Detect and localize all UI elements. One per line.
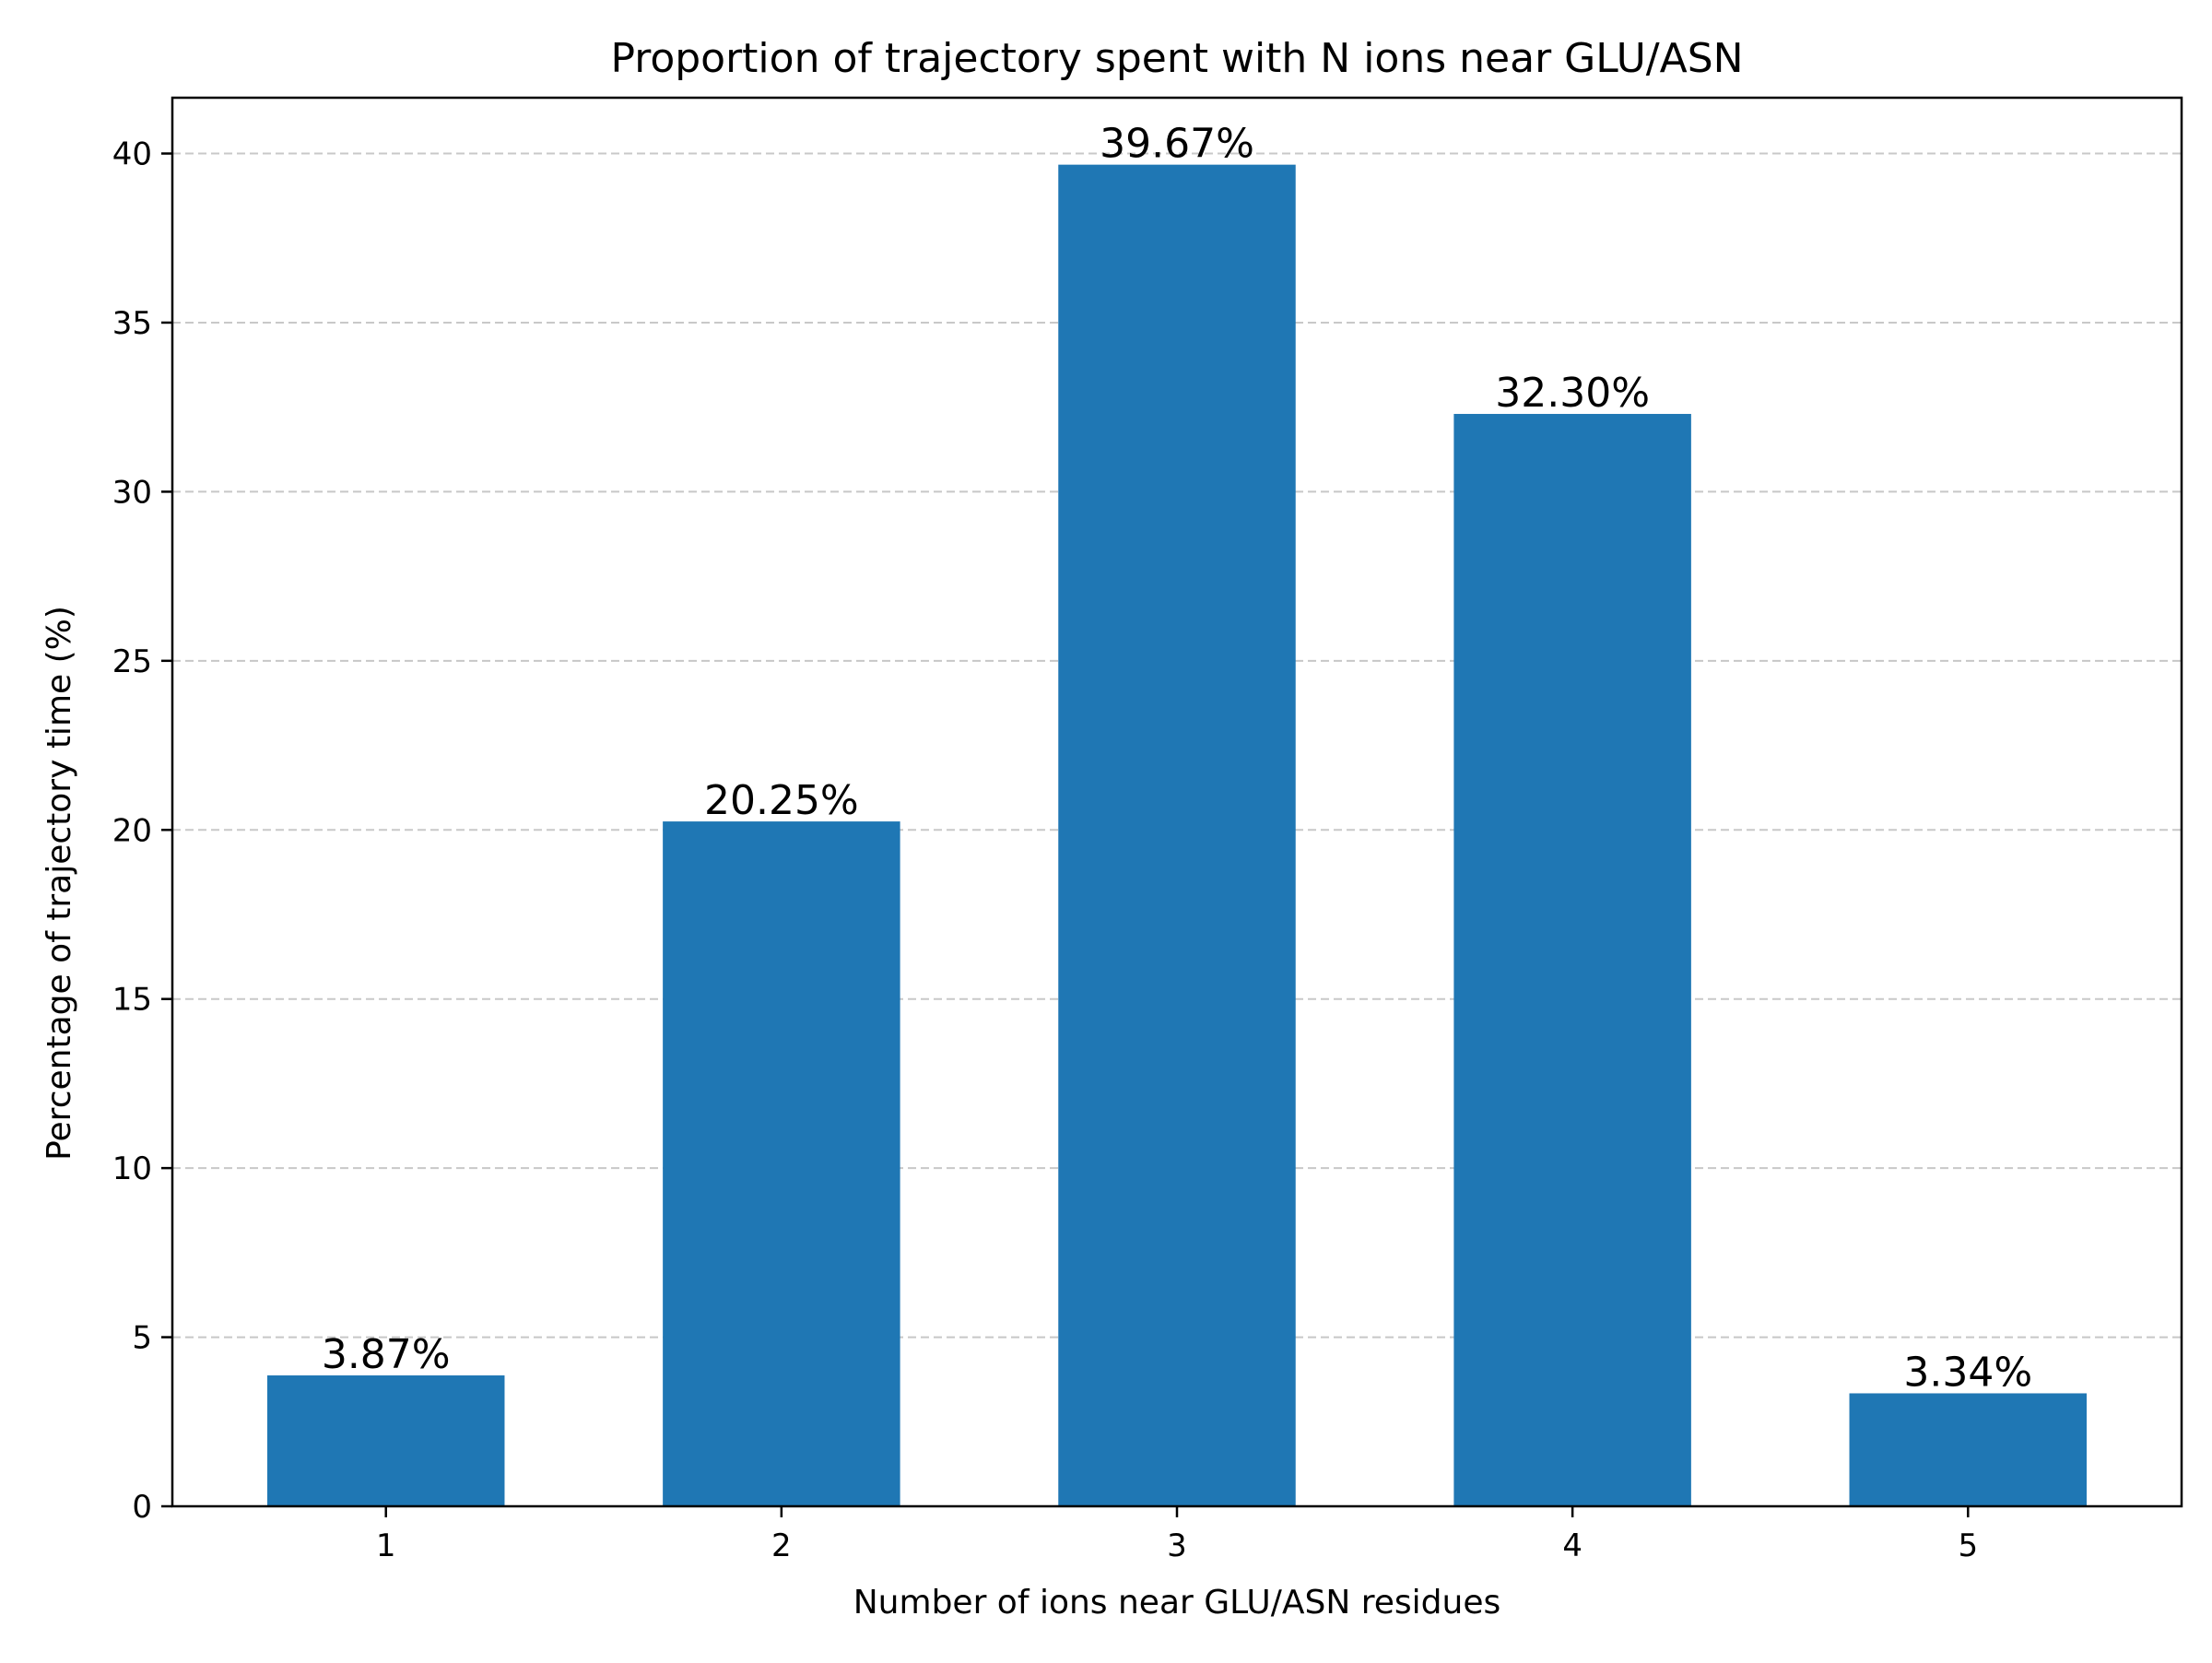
x-tick-label-2: 2 bbox=[771, 1527, 792, 1564]
data-label-4: 32.30% bbox=[1495, 370, 1650, 417]
x-tick-label-1: 1 bbox=[376, 1527, 396, 1564]
y-tick-label-15: 15 bbox=[112, 982, 152, 1019]
y-tick-label-25: 25 bbox=[112, 643, 152, 680]
x-tick-label-5: 5 bbox=[1958, 1527, 1978, 1564]
data-label-1: 3.87% bbox=[322, 1331, 451, 1378]
data-label-5: 3.34% bbox=[1903, 1349, 2032, 1396]
y-tick-label-5: 5 bbox=[132, 1320, 152, 1357]
y-tick-label-35: 35 bbox=[112, 305, 152, 342]
data-labels: 3.87% 20.25% 39.67% 32.30% 3.34% bbox=[322, 121, 2032, 1397]
data-label-2: 20.25% bbox=[704, 777, 859, 824]
y-tick-label-10: 10 bbox=[112, 1150, 152, 1187]
bar-5 bbox=[1849, 1393, 2088, 1506]
x-tick-label-4: 4 bbox=[1562, 1527, 1583, 1564]
x-axis-label: Number of ions near GLU/ASN residues bbox=[853, 1584, 1501, 1622]
y-tick-label-0: 0 bbox=[132, 1489, 152, 1526]
bar-3 bbox=[1058, 164, 1296, 1506]
bars bbox=[266, 164, 2088, 1507]
bar-4 bbox=[1453, 414, 1691, 1507]
y-tick-label-20: 20 bbox=[112, 812, 152, 849]
y-axis-label: Percentage of trajectory time (%) bbox=[41, 606, 78, 1161]
data-label-3: 39.67% bbox=[1100, 121, 1254, 168]
x-tick-label-3: 3 bbox=[1167, 1527, 1187, 1564]
chart-title: Proportion of trajectory spent with N io… bbox=[610, 35, 1743, 82]
y-tick-label-40: 40 bbox=[112, 136, 152, 173]
bar-1 bbox=[266, 1375, 505, 1506]
y-tick-label-30: 30 bbox=[112, 474, 152, 511]
axes: 0 5 10 15 20 25 30 35 40 1 2 3 4 5 bbox=[112, 96, 2183, 1564]
bar-2 bbox=[663, 821, 900, 1506]
